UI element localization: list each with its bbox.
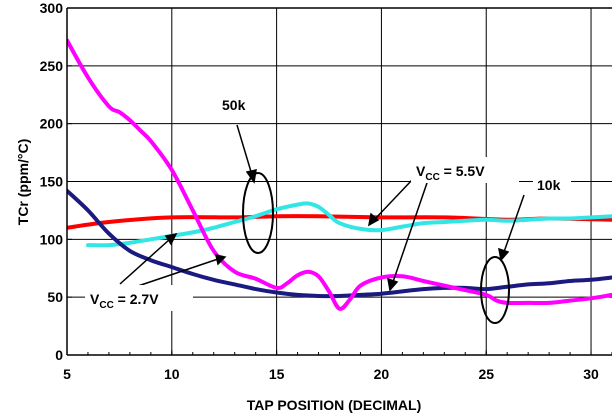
- arrowhead-5v5-red: [367, 212, 380, 227]
- arrow-2v7-cyan: [137, 258, 219, 287]
- arrowhead-10k: [498, 247, 510, 262]
- arrow-5v5-magenta: [392, 179, 429, 283]
- annotation-vcc-2v7-v: V: [90, 291, 100, 307]
- y-tick-label: 0: [55, 347, 63, 363]
- series-line-1: [86, 201, 612, 248]
- arrows: [119, 124, 525, 292]
- annotation-10k-bg: [533, 174, 571, 196]
- x-tick-label: 5: [63, 366, 71, 382]
- arrowhead-50k: [245, 169, 257, 184]
- y-tick-label: 250: [40, 58, 64, 74]
- y-tick-label: 150: [40, 174, 64, 190]
- arrowhead-5v5-magenta: [387, 277, 399, 292]
- y-tick-label: 50: [47, 289, 63, 305]
- x-tick-label: 25: [478, 366, 494, 382]
- x-tick-label: 20: [374, 366, 390, 382]
- plot-frame: [66, 7, 612, 356]
- x-tick-label: 30: [583, 366, 599, 382]
- y-tick-label: 300: [40, 0, 64, 16]
- annotation-vcc-2v7-sub: CC: [99, 300, 113, 311]
- series-line-3: [67, 38, 612, 311]
- series-group: [67, 38, 612, 311]
- annotation-vcc-5v5: VCC = 5.5V: [416, 163, 485, 183]
- arrowhead-2v7-red: [164, 232, 178, 246]
- series-layer: [67, 38, 612, 311]
- arrowhead-2v7-cyan: [215, 254, 227, 266]
- ellipse-10k: [480, 256, 510, 324]
- arrow-10k: [503, 194, 525, 253]
- arrow-50k: [236, 124, 253, 176]
- y-axis-label: TCr (ppm/°C): [15, 139, 31, 225]
- annotation-vcc-2v7-rest: = 2.7V: [114, 291, 159, 307]
- annotation-vcc-5v5-v: V: [416, 163, 426, 179]
- x-tick-label: 10: [164, 366, 180, 382]
- annotation-2v7-bg: [85, 285, 193, 311]
- annotation-vcc-2v7: VCC = 2.7V: [90, 291, 159, 311]
- annotations: 50k 10k VCC = 5.5V VCC = 2.7V: [85, 97, 571, 324]
- annotation-vcc-5v5-rest: = 5.5V: [440, 163, 485, 179]
- annotation-5v5-bg: [411, 157, 519, 183]
- x-axis-label: TAP POSITION (DECIMAL): [247, 397, 421, 413]
- series-line-2: [67, 188, 612, 299]
- y-tick-label: 100: [40, 231, 64, 247]
- annotation-vcc-5v5-sub: CC: [425, 172, 439, 183]
- arrow-2v7-red: [119, 238, 171, 285]
- ellipse-50k: [242, 172, 274, 254]
- y-tick-label: 200: [40, 116, 64, 132]
- arrow-5v5-red: [374, 179, 413, 220]
- x-tick-label: 15: [269, 366, 285, 382]
- annotation-10k: 10k: [537, 177, 561, 193]
- annotation-50k: 50k: [222, 97, 246, 113]
